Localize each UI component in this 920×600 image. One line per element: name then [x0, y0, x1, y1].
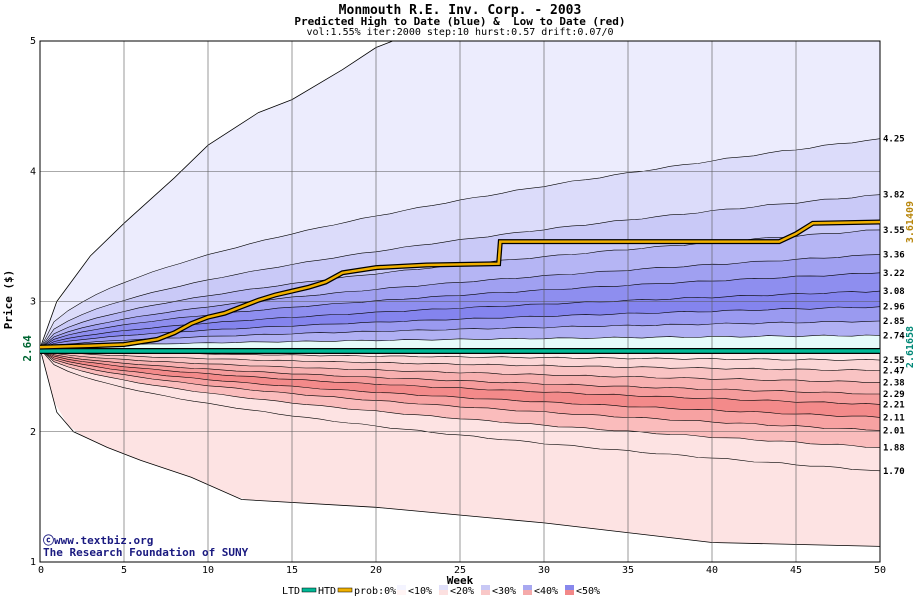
- y-tick-label: 1: [30, 557, 36, 568]
- watermark-line-1: ⓒwww.textbiz.org: [43, 533, 153, 547]
- high-band-1: [40, 138, 880, 349]
- low-end-label: 2.11: [883, 413, 905, 423]
- low-end-label: 2.29: [883, 390, 905, 400]
- legend-swatch-ltd: [301, 587, 317, 593]
- chart-params: vol:1.55% iter:2000 step:10 hurst:0.57 d…: [306, 27, 614, 38]
- high-end-label: 3.22: [883, 269, 905, 279]
- x-tick-label: 45: [790, 565, 802, 576]
- htd-end-value: 3.61409: [905, 201, 916, 243]
- high-band-2: [40, 194, 880, 349]
- htd-line: [39, 220, 881, 349]
- x-tick-label: 15: [286, 565, 298, 576]
- high-band-4: [40, 254, 880, 349]
- chart-title: Monmouth R.E. Inv. Corp. - 2003: [338, 3, 582, 18]
- x-tick-label: 0: [38, 565, 44, 576]
- high-band-6: [40, 291, 880, 349]
- legend-swatch-low: [397, 590, 406, 595]
- low-band-8: [40, 349, 880, 471]
- y-tick-label: 5: [30, 36, 36, 47]
- y-tick-label: 3: [30, 297, 36, 308]
- low-end-label: 1.88: [883, 443, 905, 453]
- legend-swatch-high: [397, 585, 406, 590]
- legend-swatch-high: [439, 585, 448, 590]
- start-price-label: 2.64: [21, 335, 34, 362]
- high-end-label: 2.96: [883, 303, 905, 313]
- legend-label: <10%: [408, 586, 432, 597]
- legend-label: <40%: [534, 586, 558, 597]
- legend-swatch-low: [481, 590, 490, 595]
- high-end-label: 2.85: [883, 317, 905, 327]
- legend-swatch-high: [565, 585, 574, 590]
- y-tick-label: 4: [30, 166, 36, 177]
- x-tick-label: 30: [538, 565, 550, 576]
- high-end-label: 3.82: [883, 191, 905, 201]
- x-tick-label: 40: [706, 565, 718, 576]
- x-axis-label: Week: [447, 574, 474, 587]
- legend: [301, 585, 574, 595]
- ltd-end-value: 2.61658: [905, 326, 916, 368]
- x-tick-label: 50: [874, 565, 886, 576]
- y-axis-label: Price ($): [2, 270, 15, 330]
- low-band-7: [40, 349, 880, 448]
- low-end-label: 2.01: [883, 426, 905, 436]
- legend-swatch-high: [523, 585, 532, 590]
- legend-swatch-low: [439, 590, 448, 595]
- legend-label: HTD: [318, 586, 336, 597]
- low-end-label: 2.47: [883, 367, 905, 377]
- high-band-3: [40, 229, 880, 349]
- x-tick-label: 25: [454, 565, 466, 576]
- outer-low-line: [39, 348, 881, 547]
- legend-swatch-low: [565, 590, 574, 595]
- legend-swatch-htd: [337, 587, 353, 593]
- high-end-label: 2.74: [883, 331, 905, 341]
- y-tick-label: 2: [30, 427, 36, 438]
- low-end-label: 1.70: [883, 467, 905, 477]
- low-end-label: 2.55: [883, 356, 905, 366]
- legend-label: prob:0%: [354, 586, 396, 597]
- high-end-label: 3.36: [883, 251, 905, 261]
- legend-label: <20%: [450, 586, 474, 597]
- watermark-line-2: The Research Foundation of SUNY: [43, 546, 249, 559]
- x-tick-label: 20: [370, 565, 382, 576]
- low-end-label: 2.38: [883, 378, 905, 388]
- x-tick-label: 5: [121, 565, 127, 576]
- high-end-label: 3.55: [883, 226, 905, 236]
- x-tick-label: 35: [622, 565, 634, 576]
- chart-subtitle: Predicted High to Date (blue) & Low to D…: [294, 15, 626, 28]
- high-band-5: [40, 272, 880, 349]
- legend-label: LTD: [282, 586, 300, 597]
- low-end-label: 2.21: [883, 400, 905, 410]
- legend-swatch-high: [481, 585, 490, 590]
- low-band-3: [40, 349, 880, 394]
- low-band-6: [40, 349, 880, 431]
- plot-border: [39, 40, 881, 563]
- low-band-4: [40, 349, 880, 405]
- high-end-label: 3.08: [883, 287, 905, 297]
- legend-label: <30%: [492, 586, 516, 597]
- high-end-label: 4.25: [883, 135, 905, 145]
- x-tick-label: 10: [202, 565, 214, 576]
- legend-label: <50%: [576, 586, 600, 597]
- low-band-5: [40, 349, 880, 418]
- legend-swatch-low: [523, 590, 532, 595]
